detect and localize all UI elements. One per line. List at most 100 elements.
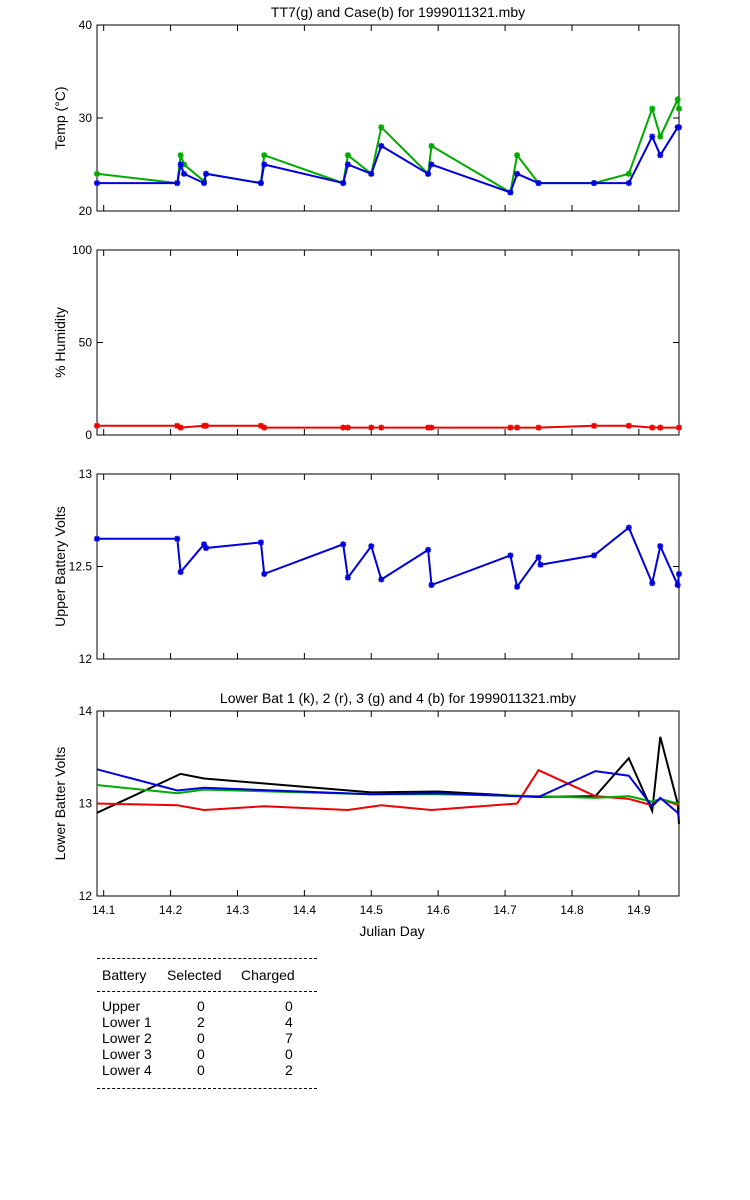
y-tick-label: 100: [72, 243, 92, 257]
y-tick-label: 20: [79, 204, 93, 218]
marker-stroke: [649, 105, 656, 112]
y-tick-label: 40: [79, 18, 93, 32]
marker-stroke: [428, 161, 435, 168]
marker-stroke: [368, 543, 375, 549]
data-point: [514, 424, 521, 431]
data-point: [425, 170, 432, 177]
selected-count: 0: [197, 1046, 205, 1062]
marker-stroke: [674, 582, 681, 588]
data-point: [591, 552, 598, 559]
charged-count: 4: [285, 1014, 293, 1030]
marker-stroke: [428, 424, 435, 431]
x-tick-label: 14.7: [493, 903, 517, 917]
data-point: [177, 152, 184, 159]
marker-stroke: [657, 152, 664, 159]
marker-stroke: [507, 552, 514, 559]
marker-stroke: [649, 133, 656, 140]
data-point: [657, 133, 664, 140]
marker-stroke: [537, 561, 544, 568]
data-point: [657, 152, 664, 159]
header-battery: Battery: [102, 967, 147, 983]
data-point: [94, 170, 100, 177]
data-point: [535, 180, 542, 187]
y-tick-label: 14: [79, 704, 93, 718]
marker-stroke: [177, 152, 184, 159]
marker-stroke: [378, 576, 385, 583]
data-point: [94, 422, 100, 429]
y-tick-label: 0: [85, 428, 92, 442]
marker-stroke: [514, 424, 520, 431]
data-point: [344, 152, 351, 159]
header-selected: Selected: [167, 967, 222, 983]
marker-stroke: [368, 170, 375, 177]
data-point: [177, 424, 184, 431]
marker-stroke: [94, 170, 100, 177]
marker-stroke: [535, 180, 542, 186]
data-point: [428, 424, 435, 431]
data-point: [428, 582, 435, 588]
marker-stroke: [649, 424, 656, 431]
data-point: [428, 161, 435, 168]
selected-count: 0: [197, 998, 205, 1014]
table-header-rule: [97, 991, 317, 992]
charged-count: 0: [285, 1046, 293, 1062]
marker-stroke: [428, 143, 435, 149]
marker-stroke: [261, 571, 268, 577]
selected-count: 2: [197, 1014, 205, 1030]
data-point: [649, 133, 656, 140]
marker-stroke: [340, 541, 346, 548]
chart-panel-4: 12 13 14 14.1 14.2 14.3 14.4 14.5 14.6 14.7 14.8 14…: [52, 690, 680, 939]
data-point: [177, 161, 184, 168]
y-axis-title: Lower Batter Volts: [52, 747, 68, 861]
x-tick-label: 14.8: [560, 903, 584, 917]
data-point: [340, 180, 347, 187]
plot-frame: [96, 710, 680, 897]
table-row: Lower 4 0 2: [97, 1062, 317, 1078]
data-point: [261, 152, 268, 159]
data-point: [625, 180, 632, 187]
marker-stroke: [676, 124, 682, 131]
marker-stroke: [174, 422, 181, 429]
marker-stroke: [261, 161, 268, 168]
charged-count: 2: [285, 1062, 293, 1078]
data-point: [676, 570, 682, 577]
data-point: [378, 424, 385, 431]
y-tick-label: 12.5: [69, 560, 93, 574]
data-point: [201, 180, 208, 187]
marker-stroke: [676, 424, 682, 431]
data-point: [537, 561, 544, 568]
data-point: [507, 552, 514, 559]
data-point: [425, 546, 432, 553]
marker-stroke: [94, 535, 100, 542]
marker-stroke: [203, 170, 209, 177]
data-point: [378, 142, 385, 149]
marker-stroke: [514, 152, 520, 159]
marker-stroke: [676, 571, 682, 577]
marker-stroke: [378, 124, 385, 131]
marker-stroke: [174, 535, 181, 542]
marker-stroke: [507, 424, 514, 431]
marker-stroke: [514, 584, 520, 590]
marker-stroke: [345, 424, 351, 431]
data-point: [649, 424, 656, 431]
marker-stroke: [368, 424, 375, 431]
data-point: [180, 170, 187, 177]
marker-stroke: [177, 569, 184, 575]
data-point: [674, 96, 681, 103]
chart-title: Lower Bat 1 (k), 2 (r), 3 (g) and 4 (b) …: [220, 690, 576, 706]
data-point: [535, 554, 542, 561]
series-line-2: [96, 768, 680, 812]
data-point: [649, 105, 656, 112]
data-point: [591, 180, 598, 187]
data-point: [174, 180, 181, 187]
marker-stroke: [174, 180, 181, 186]
marker-stroke: [591, 422, 597, 429]
battery-name: Lower 1: [102, 1014, 152, 1030]
data-point: [344, 424, 351, 431]
marker-stroke: [378, 143, 385, 149]
marker-stroke: [94, 422, 100, 429]
table-row: Lower 3 0 0: [97, 1046, 317, 1062]
marker-stroke: [181, 170, 187, 177]
battery-summary-table: Battery Selected Charged Upper 0 0 Lower…: [97, 958, 317, 1089]
marker-stroke: [258, 539, 264, 546]
